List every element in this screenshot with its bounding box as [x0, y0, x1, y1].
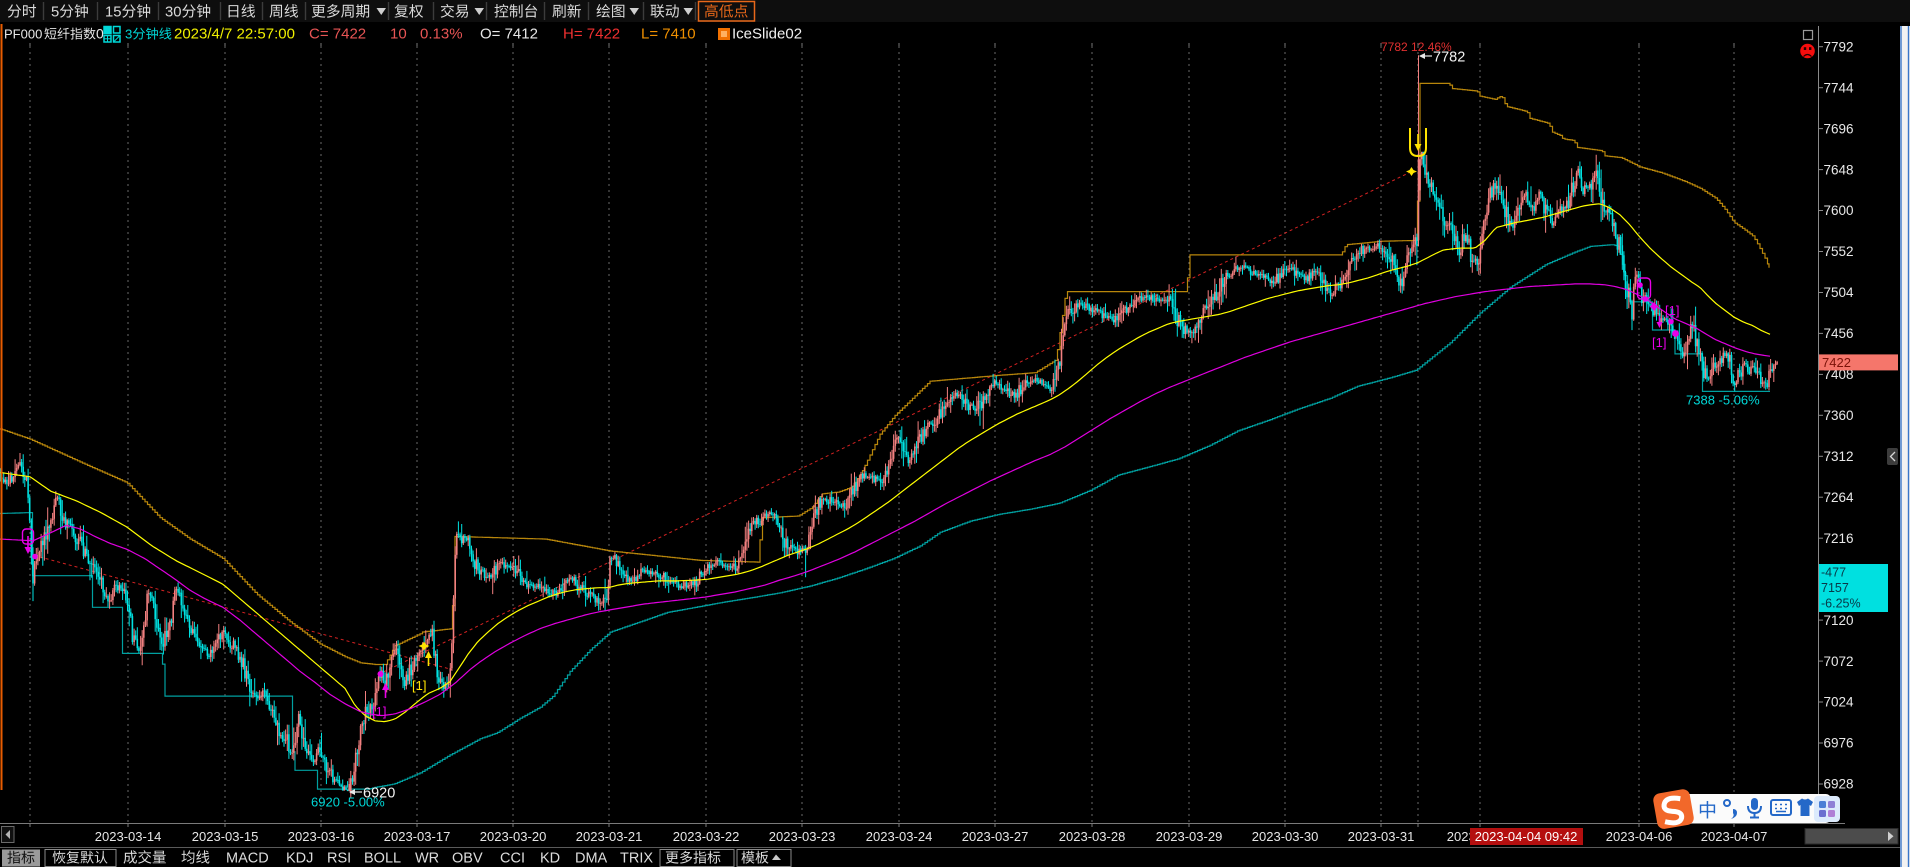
svg-text:WR: WR	[415, 851, 439, 867]
svg-text:CCI: CCI	[500, 851, 525, 867]
svg-text:7792: 7792	[1824, 39, 1854, 54]
svg-text:2023-03-20: 2023-03-20	[480, 829, 547, 844]
svg-text:2023-03-21: 2023-03-21	[576, 829, 643, 844]
svg-text:L= 7410: L= 7410	[641, 26, 696, 43]
svg-text:C= 7422: C= 7422	[309, 26, 366, 43]
svg-text:2023-03-23: 2023-03-23	[769, 829, 836, 844]
svg-text:-477: -477	[1821, 566, 1846, 580]
svg-text:7360: 7360	[1824, 408, 1854, 423]
svg-text:10: 10	[390, 26, 407, 43]
svg-text:2023-03-16: 2023-03-16	[288, 829, 355, 844]
svg-text:O= 7412: O= 7412	[480, 26, 538, 43]
svg-text:[1]: [1]	[412, 678, 426, 693]
svg-text:2023-04-04 09:42: 2023-04-04 09:42	[1475, 829, 1578, 844]
svg-text:DMA: DMA	[575, 851, 608, 867]
svg-text:H= 7422: H= 7422	[563, 26, 620, 43]
svg-text:2023-03-15: 2023-03-15	[192, 829, 258, 844]
svg-text:RSI: RSI	[327, 851, 351, 867]
svg-text:IceSlide02: IceSlide02	[732, 26, 802, 43]
svg-text:0.13%: 0.13%	[420, 26, 463, 43]
svg-text:6920: 6920	[363, 786, 395, 802]
svg-text:PF000: PF000	[4, 27, 42, 42]
svg-text:2023-03-24: 2023-03-24	[866, 829, 933, 844]
svg-text:7600: 7600	[1824, 203, 1854, 218]
svg-text:7216: 7216	[1824, 531, 1854, 546]
svg-text:2023-03-31: 2023-03-31	[1348, 829, 1415, 844]
svg-text:OBV: OBV	[452, 851, 483, 867]
svg-text:KDJ: KDJ	[286, 851, 313, 867]
svg-text:7264: 7264	[1824, 490, 1855, 505]
svg-text:7696: 7696	[1824, 121, 1854, 136]
svg-text:7744: 7744	[1824, 80, 1855, 95]
svg-text:MACD: MACD	[226, 851, 269, 867]
svg-text:3: 3	[125, 27, 132, 42]
svg-text:7120: 7120	[1824, 613, 1854, 628]
svg-text:7072: 7072	[1824, 654, 1854, 669]
svg-text:30: 30	[165, 5, 181, 21]
svg-text:5: 5	[51, 5, 59, 21]
svg-text:7157: 7157	[1821, 581, 1849, 595]
svg-text:7388 -5.06%: 7388 -5.06%	[1686, 393, 1760, 408]
svg-text:7422: 7422	[1822, 355, 1851, 370]
svg-text:7552: 7552	[1824, 244, 1854, 259]
svg-text:2023-03-30: 2023-03-30	[1252, 829, 1319, 844]
svg-text:7648: 7648	[1824, 162, 1854, 177]
svg-text:2023-04-06: 2023-04-06	[1606, 829, 1673, 844]
svg-text:[1]: [1]	[1665, 303, 1679, 318]
svg-text:[1]: [1]	[1652, 335, 1666, 350]
svg-text:7408: 7408	[1824, 367, 1854, 382]
svg-text:7456: 7456	[1824, 326, 1854, 341]
svg-text:BOLL: BOLL	[364, 851, 401, 867]
svg-text:2023-03-29: 2023-03-29	[1156, 829, 1223, 844]
svg-text:2023-04-07: 2023-04-07	[1701, 829, 1768, 844]
svg-text:2023-03-14: 2023-03-14	[95, 829, 162, 844]
svg-text:7024: 7024	[1824, 695, 1855, 710]
svg-text:7312: 7312	[1824, 449, 1854, 464]
svg-text:7782: 7782	[1433, 50, 1465, 66]
svg-text:0: 0	[96, 26, 104, 42]
svg-text:2023/4/7 22:57:00: 2023/4/7 22:57:00	[174, 26, 295, 43]
svg-text:[1]: [1]	[372, 704, 386, 719]
svg-text:6976: 6976	[1824, 736, 1854, 751]
svg-text:KD: KD	[540, 851, 560, 867]
svg-text:7782 12.46%: 7782 12.46%	[1381, 40, 1452, 54]
svg-text:7504: 7504	[1824, 285, 1855, 300]
svg-text:6928: 6928	[1824, 777, 1854, 792]
svg-text:TRIX: TRIX	[620, 851, 653, 867]
svg-text:15: 15	[105, 5, 121, 21]
svg-text:2023-03-28: 2023-03-28	[1059, 829, 1126, 844]
svg-text:6920 -5.00%: 6920 -5.00%	[311, 795, 385, 810]
svg-text:2023-03-17: 2023-03-17	[384, 829, 451, 844]
svg-text:2023-03-22: 2023-03-22	[673, 829, 740, 844]
svg-text:-6.25%: -6.25%	[1821, 597, 1861, 611]
svg-text:2023-03-27: 2023-03-27	[962, 829, 1029, 844]
